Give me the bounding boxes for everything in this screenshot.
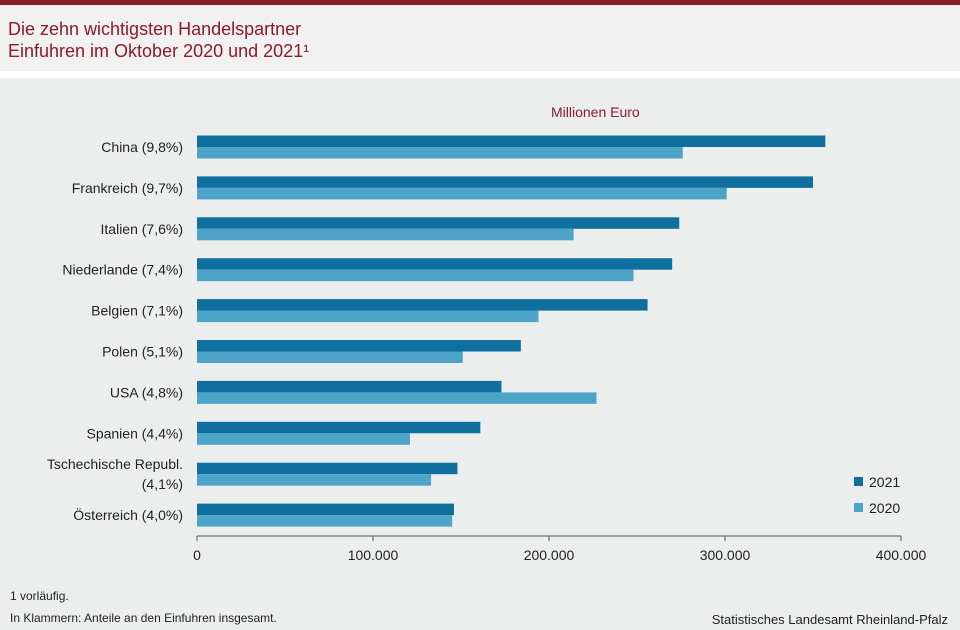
category-label-8: Spanien (4,4%)	[86, 425, 183, 441]
top-rule	[0, 0, 960, 5]
x-tick-label-2: 100.000	[348, 547, 399, 563]
bar-2021-10	[197, 503, 454, 516]
bar-2020-4	[197, 269, 634, 282]
category-label-7: USA (4,8%)	[110, 384, 183, 400]
x-tick-label-3: 200.000	[524, 547, 575, 563]
unit-label: Millionen Euro	[551, 104, 640, 120]
legend-item-2020: 2020	[854, 500, 900, 516]
chart-subtitle: Einfuhren im Oktober 2020 und 2021¹	[8, 41, 310, 61]
bar-2020-7	[197, 392, 597, 404]
bar-2020-2	[197, 187, 727, 200]
legend-label-2021: 2021	[869, 474, 901, 490]
bar-2021-4	[197, 258, 673, 270]
legend-label-2020: 2020	[869, 500, 901, 516]
category-label-9-line2: (4,1%)	[142, 476, 183, 492]
bar-2020-9	[197, 474, 432, 486]
bar-2020-8	[197, 433, 410, 445]
category-label-3: Italien (7,6%)	[101, 221, 183, 237]
category-label-4: Niederlande (7,4%)	[62, 262, 183, 278]
bar-2020-3	[197, 228, 574, 241]
category-label-5: Belgien (7,1%)	[91, 303, 183, 319]
bar-2021-6	[197, 340, 521, 352]
bar-2020-6	[197, 351, 463, 363]
category-label-1: China (9,8%)	[101, 139, 183, 155]
bar-2021-7	[197, 380, 502, 393]
x-tick-label-4: 300.000	[700, 547, 751, 563]
title-area: Die zehn wichtigsten Handelspartner Einf…	[0, 5, 960, 71]
legend-swatch-2021	[854, 477, 863, 486]
bar-2021-8	[197, 421, 481, 434]
legend-swatch-2020	[854, 503, 863, 512]
bar-2021-9	[197, 462, 458, 475]
bar-2020-1	[197, 147, 683, 159]
bar-2021-3	[197, 217, 680, 229]
bar-2021-1	[197, 135, 826, 147]
x-tick-label-1: 0	[193, 547, 201, 563]
bar-2020-10	[197, 515, 453, 527]
x-tick-label-5: 400.000	[876, 547, 927, 563]
category-label-10: Österreich (4,0%)	[73, 506, 183, 523]
legend-item-2021: 2021	[854, 474, 900, 490]
category-label-2: Frankreich (9,7%)	[72, 180, 183, 196]
category-label-9-line1: Tschechische Republ.	[47, 456, 183, 472]
footnote-preliminary: 1 vorläufig.	[10, 589, 69, 603]
bar-2021-5	[197, 299, 648, 311]
bar-2021-2	[197, 176, 813, 188]
category-label-6: Polen (5,1%)	[102, 344, 183, 360]
source-label: Statistisches Landesamt Rheinland-Pfalz	[711, 612, 948, 627]
footnote-shares: In Klammern: Anteile an den Einfuhren in…	[10, 611, 277, 625]
title-separator	[0, 71, 960, 78]
bar-2020-5	[197, 310, 539, 323]
chart-title: Die zehn wichtigsten Handelspartner	[8, 19, 302, 39]
